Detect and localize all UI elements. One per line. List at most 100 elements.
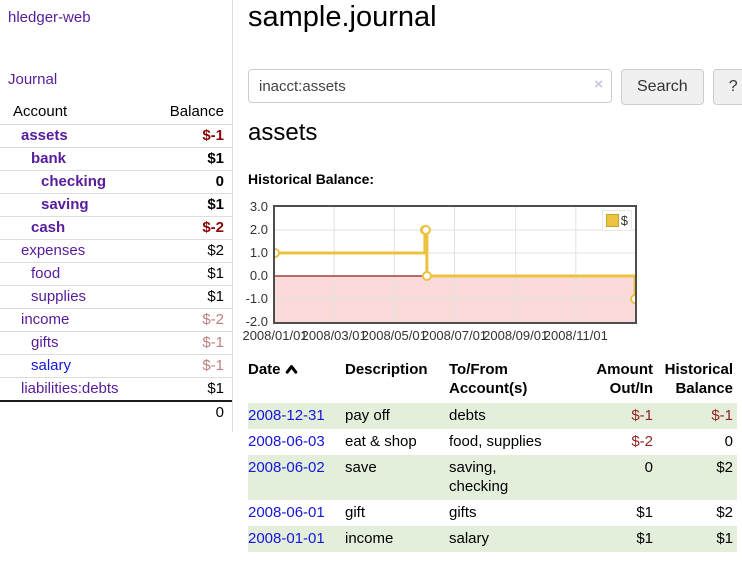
- transaction-amount: $1: [636, 530, 653, 547]
- transaction-description: save: [345, 459, 377, 476]
- transaction-accounts: debts: [449, 407, 486, 424]
- account-row: gifts $-1: [0, 331, 232, 355]
- legend-label: $: [620, 213, 628, 228]
- historical-balance-chart: 3.0 2.0 1.0 0.0 -1.0 -2.0 $ 2008/01/01 2008/03…: [242, 197, 688, 347]
- x-tick-label: 2008/05/01: [361, 328, 427, 343]
- transaction-row: 2008-06-03 eat & shop food, supplies $-2…: [248, 429, 737, 455]
- app-title-link[interactable]: hledger-web: [8, 9, 91, 26]
- account-row: checking 0: [0, 170, 232, 194]
- accounts-table: Account Balance assets $-1 bank $1 check…: [0, 101, 232, 424]
- account-row: liabilities:debts $1: [0, 377, 232, 401]
- transaction-amount: $-1: [631, 407, 653, 424]
- chart-canvas: [275, 207, 635, 322]
- account-balance: $-2: [152, 308, 232, 332]
- account-balance: $1: [152, 285, 232, 309]
- transactions-table: Date Description To/From Account(s) Amoun…: [248, 356, 737, 552]
- account-row: cash $-2: [0, 216, 232, 240]
- account-balance: $1: [152, 377, 232, 401]
- accounts-total-value: 0: [152, 400, 232, 424]
- sidebar-item-journal[interactable]: Journal: [8, 71, 58, 88]
- search-button[interactable]: Search: [621, 69, 704, 105]
- account-row: expenses $2: [0, 239, 232, 263]
- balance-column-header: Balance: [169, 103, 224, 120]
- y-tick-label: 0.0: [249, 268, 268, 283]
- accounts-table-header: Account Balance: [0, 101, 232, 125]
- account-row: food $1: [0, 262, 232, 286]
- account-link[interactable]: expenses: [21, 242, 86, 259]
- transaction-date-link[interactable]: 2008-06-02: [248, 459, 325, 476]
- transaction-date-link[interactable]: 2008-06-03: [248, 433, 325, 450]
- clear-search-icon[interactable]: ×: [594, 76, 603, 93]
- transaction-date-link[interactable]: 2008-12-31: [248, 407, 325, 424]
- transaction-balance: $-1: [711, 407, 733, 424]
- transaction-date-link[interactable]: 2008-01-01: [248, 530, 325, 547]
- search-help-button[interactable]: ?: [712, 69, 742, 105]
- account-link[interactable]: saving: [41, 196, 89, 213]
- account-link[interactable]: checking: [41, 173, 107, 190]
- account-balance: $1: [152, 262, 232, 286]
- y-tick-label: -2.0: [245, 314, 268, 329]
- account-balance: $-1: [152, 124, 232, 148]
- account-link[interactable]: liabilities:debts: [21, 380, 119, 397]
- y-tick-label: 2.0: [249, 222, 268, 237]
- transaction-row: 2008-06-02 save saving, checking 0 $2: [248, 455, 737, 500]
- account-balance: $-2: [152, 216, 232, 240]
- date-header-label: Date: [248, 361, 281, 378]
- account-row: assets $-1: [0, 124, 232, 148]
- transaction-description: income: [345, 530, 394, 547]
- transaction-row: 2008-01-01 income salary $1 $1: [248, 526, 737, 552]
- transaction-accounts: gifts: [449, 504, 477, 521]
- search-input[interactable]: [248, 69, 612, 103]
- account-link[interactable]: bank: [31, 150, 67, 167]
- chart-legend: $: [601, 210, 632, 231]
- account-row: income $-2: [0, 308, 232, 332]
- transaction-accounts: salary: [449, 530, 490, 547]
- x-tick-label: 2008/03/01: [301, 328, 367, 343]
- account-row: saving $1: [0, 193, 232, 217]
- y-tick-label: -1.0: [245, 291, 268, 306]
- main-content: sample.journal × Search ? assets Histori…: [242, 0, 742, 582]
- date-column-header[interactable]: Date: [248, 356, 345, 403]
- amount-column-header: Amount Out/In: [596, 361, 653, 397]
- account-link[interactable]: gifts: [31, 334, 59, 351]
- transaction-description: gift: [345, 504, 366, 521]
- account-row: salary $-1: [0, 354, 232, 378]
- account-link[interactable]: supplies: [31, 288, 87, 305]
- transaction-amount: 0: [644, 459, 653, 476]
- transaction-balance: $1: [716, 530, 733, 547]
- account-column-header: Account: [13, 103, 68, 120]
- accounts-total-row: 0: [0, 400, 232, 424]
- account-link[interactable]: cash: [31, 219, 66, 236]
- x-tick-label: 2008/01/01: [242, 328, 308, 343]
- transaction-amount: $1: [636, 504, 653, 521]
- y-tick-label: 1.0: [249, 245, 268, 260]
- account-row: bank $1: [0, 147, 232, 171]
- transaction-balance: $2: [716, 459, 733, 476]
- transaction-amount: $-2: [631, 433, 653, 450]
- transactions-header-row: Date Description To/From Account(s) Amoun…: [248, 356, 737, 403]
- account-link[interactable]: salary: [31, 357, 72, 374]
- account-link[interactable]: income: [21, 311, 70, 328]
- sort-ascending-icon: [285, 361, 298, 380]
- transaction-description: eat & shop: [345, 433, 417, 450]
- transaction-date-link[interactable]: 2008-06-01: [248, 504, 325, 521]
- account-balance: $1: [152, 193, 232, 217]
- account-link[interactable]: food: [31, 265, 61, 282]
- transaction-accounts: saving, checking: [449, 459, 509, 495]
- account-link[interactable]: assets: [21, 127, 68, 144]
- account-balance: 0: [152, 170, 232, 194]
- accounts-column-header: To/From Account(s): [449, 361, 528, 397]
- transaction-accounts: food, supplies: [449, 433, 542, 450]
- x-tick-label: 2008/11/01: [543, 328, 608, 343]
- transaction-description: pay off: [345, 407, 390, 424]
- balance-column-header: Historical Balance: [664, 361, 733, 397]
- search-form: × Search ?: [248, 69, 742, 105]
- chart-plot-area: $: [273, 205, 637, 324]
- transaction-balance: 0: [724, 433, 733, 450]
- page-title: sample.journal: [248, 1, 437, 33]
- y-tick-label: 3.0: [249, 199, 268, 214]
- sidebar: hledger-web Journal Account Balance asse…: [0, 0, 233, 432]
- account-balance: $-1: [152, 354, 232, 378]
- account-balance: $-1: [152, 331, 232, 355]
- account-balance: $2: [152, 239, 232, 263]
